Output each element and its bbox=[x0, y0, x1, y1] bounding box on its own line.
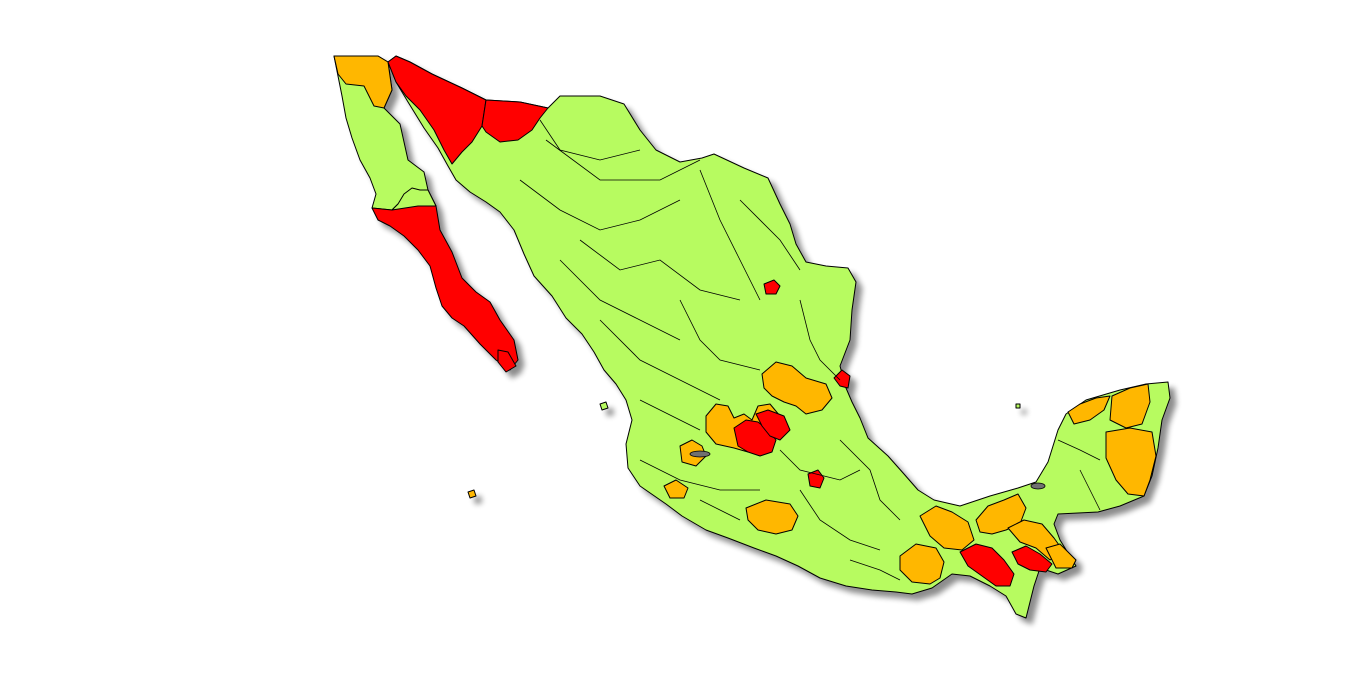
lake-chapala bbox=[689, 450, 711, 458]
chiapas-southeast bbox=[1045, 543, 1077, 569]
yucatan-east bbox=[1067, 395, 1111, 425]
mexicali-area bbox=[387, 55, 487, 165]
baja-california-sur-south bbox=[371, 203, 519, 371]
oaxaca-coast bbox=[899, 543, 945, 585]
san-luis-potosi-area bbox=[761, 361, 833, 415]
chiapas-east bbox=[1011, 545, 1053, 573]
island-pacific bbox=[467, 489, 477, 499]
baja-california-sur-north bbox=[391, 187, 437, 211]
veracruz-south bbox=[975, 493, 1027, 535]
queretaro-area bbox=[755, 409, 791, 441]
mainland-central bbox=[387, 55, 1171, 619]
tamaulipas-coast-spot bbox=[833, 369, 851, 389]
sonora-northern-border bbox=[481, 99, 549, 143]
map-layer bbox=[333, 55, 1171, 619]
jalisco-east-medium bbox=[745, 499, 799, 535]
michoacan-coast-spot bbox=[663, 479, 689, 499]
island-sur bbox=[497, 349, 517, 373]
municipal-borders bbox=[519, 119, 1101, 581]
monterrey-area bbox=[763, 279, 781, 295]
island-gulf bbox=[1015, 403, 1021, 409]
tijuana-area bbox=[333, 55, 393, 109]
mexico-city-area bbox=[807, 469, 825, 489]
quintana-roo-north bbox=[1109, 383, 1151, 429]
oaxaca-area bbox=[919, 505, 975, 551]
chiapas-central bbox=[959, 543, 1015, 587]
quintana-roo-central bbox=[1105, 427, 1157, 497]
island-west bbox=[599, 401, 609, 411]
lake-terminos bbox=[1030, 482, 1046, 490]
